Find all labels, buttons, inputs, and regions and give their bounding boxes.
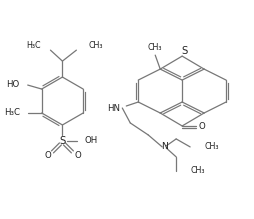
Text: CH₃: CH₃ — [147, 43, 162, 52]
Text: HO: HO — [6, 79, 20, 88]
Text: H₃C: H₃C — [26, 41, 40, 50]
Text: HN: HN — [107, 104, 120, 113]
Text: CH₃: CH₃ — [88, 41, 102, 50]
Text: O: O — [44, 151, 51, 160]
Text: CH₃: CH₃ — [203, 142, 218, 151]
Text: S: S — [180, 46, 186, 56]
Text: H₃C: H₃C — [4, 108, 20, 117]
Text: N: N — [160, 142, 167, 151]
Text: OH: OH — [84, 136, 97, 145]
Text: CH₃: CH₃ — [189, 166, 204, 175]
Text: O: O — [74, 151, 81, 160]
Text: O: O — [198, 122, 205, 131]
Text: S: S — [59, 136, 65, 146]
